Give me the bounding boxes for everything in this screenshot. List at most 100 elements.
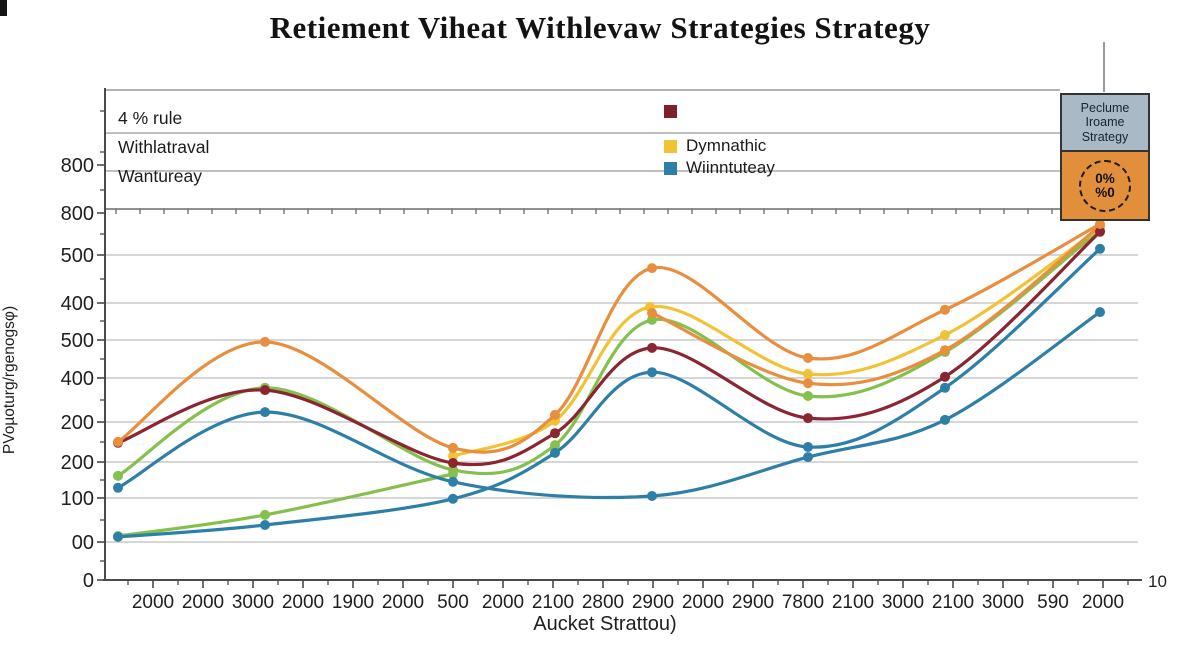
data-point	[550, 440, 560, 451]
data-point	[260, 385, 270, 396]
series-line-green-lower	[116, 472, 455, 538]
svg-text:100: 100	[61, 488, 94, 510]
legend-item-dymnathic: Dymnathic	[664, 136, 766, 156]
data-point	[940, 330, 950, 340]
strategy-box-header-line: Iroame	[1085, 115, 1125, 130]
maroon-swatch-icon	[664, 105, 677, 118]
legend-left-line: Wantureay	[118, 166, 202, 186]
data-point	[940, 304, 950, 315]
data-point	[448, 493, 458, 504]
svg-text:400: 400	[61, 368, 94, 390]
percent-badge: 0% %0	[1079, 159, 1131, 212]
data-point	[647, 314, 657, 325]
yellow-swatch-icon	[664, 139, 677, 153]
data-point	[448, 451, 458, 462]
data-point	[940, 414, 950, 425]
data-point	[448, 442, 458, 453]
svg-text:500: 500	[61, 245, 94, 267]
blue-swatch-icon	[664, 161, 677, 175]
data-point	[647, 263, 657, 274]
svg-text:2000: 2000	[182, 592, 224, 613]
strategy-box: Peclume Iroame Strategy 0% %0	[1060, 93, 1150, 221]
data-point	[1095, 219, 1105, 229]
data-point	[448, 464, 458, 475]
data-point	[803, 353, 813, 363]
svg-text:2000: 2000	[1082, 592, 1124, 613]
svg-text:2100: 2100	[532, 592, 574, 613]
data-point	[260, 509, 270, 520]
corner-artifact	[0, 0, 7, 16]
data-point	[550, 428, 560, 439]
svg-text:2800: 2800	[582, 592, 624, 613]
strategy-box-header-line: Peclume	[1080, 100, 1130, 115]
data-point	[803, 369, 813, 379]
svg-text:2000: 2000	[482, 592, 524, 613]
svg-text:7800: 7800	[782, 592, 824, 613]
data-point	[113, 436, 123, 447]
data-point	[647, 308, 657, 318]
svg-text:200: 200	[61, 412, 94, 434]
svg-text:2100: 2100	[932, 592, 974, 613]
data-point	[940, 345, 950, 356]
svg-text:2100: 2100	[832, 592, 874, 613]
svg-text:10: 10	[1148, 572, 1167, 591]
data-point	[448, 458, 458, 468]
data-point	[647, 367, 657, 378]
svg-text:3000: 3000	[232, 592, 274, 613]
svg-text:800: 800	[61, 203, 94, 225]
data-point	[940, 382, 950, 393]
svg-text:500: 500	[437, 592, 469, 613]
percent-badge-bottom: %0	[1095, 184, 1115, 200]
svg-text:400: 400	[61, 293, 94, 315]
data-point	[803, 452, 813, 463]
svg-text:2900: 2900	[732, 592, 774, 613]
data-point	[803, 391, 813, 401]
data-point	[113, 531, 123, 542]
data-point	[260, 520, 270, 530]
data-point	[803, 442, 813, 452]
legend-left-line: Withlatraval	[118, 137, 210, 157]
strategy-box-body: 0% %0	[1062, 152, 1148, 219]
strategy-box-header-line: Strategy	[1081, 129, 1129, 144]
legend-left-line: 4 % rule	[118, 108, 183, 128]
series-line-green-upper	[116, 228, 1102, 478]
strategy-box-header: Peclume Iroame Strategy	[1062, 95, 1148, 152]
svg-text:00: 00	[72, 532, 94, 554]
data-point	[550, 409, 560, 420]
data-point	[260, 407, 270, 418]
series-line-orange-primary	[116, 222, 1102, 454]
legend-left-text: 4 % rule Withlatraval Wantureay	[118, 104, 209, 191]
data-point	[647, 342, 657, 353]
svg-text:2000: 2000	[282, 592, 324, 613]
data-point	[647, 491, 657, 501]
svg-text:200: 200	[61, 452, 94, 474]
svg-text:2000: 2000	[382, 592, 424, 613]
legend-item-wiinntuteay: Wiinntuteay	[664, 158, 775, 178]
data-point	[803, 378, 813, 389]
svg-text:3000: 3000	[982, 592, 1024, 613]
data-point	[803, 413, 813, 424]
svg-text:2900: 2900	[632, 592, 674, 613]
data-point	[1095, 243, 1105, 254]
legend-item-label: Dymnathic	[686, 136, 767, 155]
svg-text:2000: 2000	[682, 592, 724, 613]
data-point	[113, 482, 123, 493]
legend-item-label: Wiinntuteay	[686, 158, 775, 177]
svg-text:3000: 3000	[882, 592, 924, 613]
data-point	[1095, 226, 1105, 237]
svg-text:590: 590	[1037, 592, 1069, 613]
data-point	[113, 470, 123, 481]
svg-text:Aucket Strattou): Aucket Strattou)	[533, 613, 676, 635]
svg-text:PVoµoturg/rgenogsφ): PVoµoturg/rgenogsφ)	[1, 306, 18, 454]
data-point	[940, 371, 950, 382]
chart-title: Retiement Viheat Withlevaw Strategies St…	[269, 10, 931, 45]
vertical-line-artifact	[1103, 42, 1105, 92]
svg-text:2000: 2000	[132, 592, 174, 613]
svg-text:0: 0	[83, 570, 94, 592]
percent-badge-top: 0%	[1095, 170, 1115, 186]
data-point	[550, 447, 560, 458]
data-point	[1095, 307, 1105, 318]
svg-text:800: 800	[61, 155, 94, 177]
